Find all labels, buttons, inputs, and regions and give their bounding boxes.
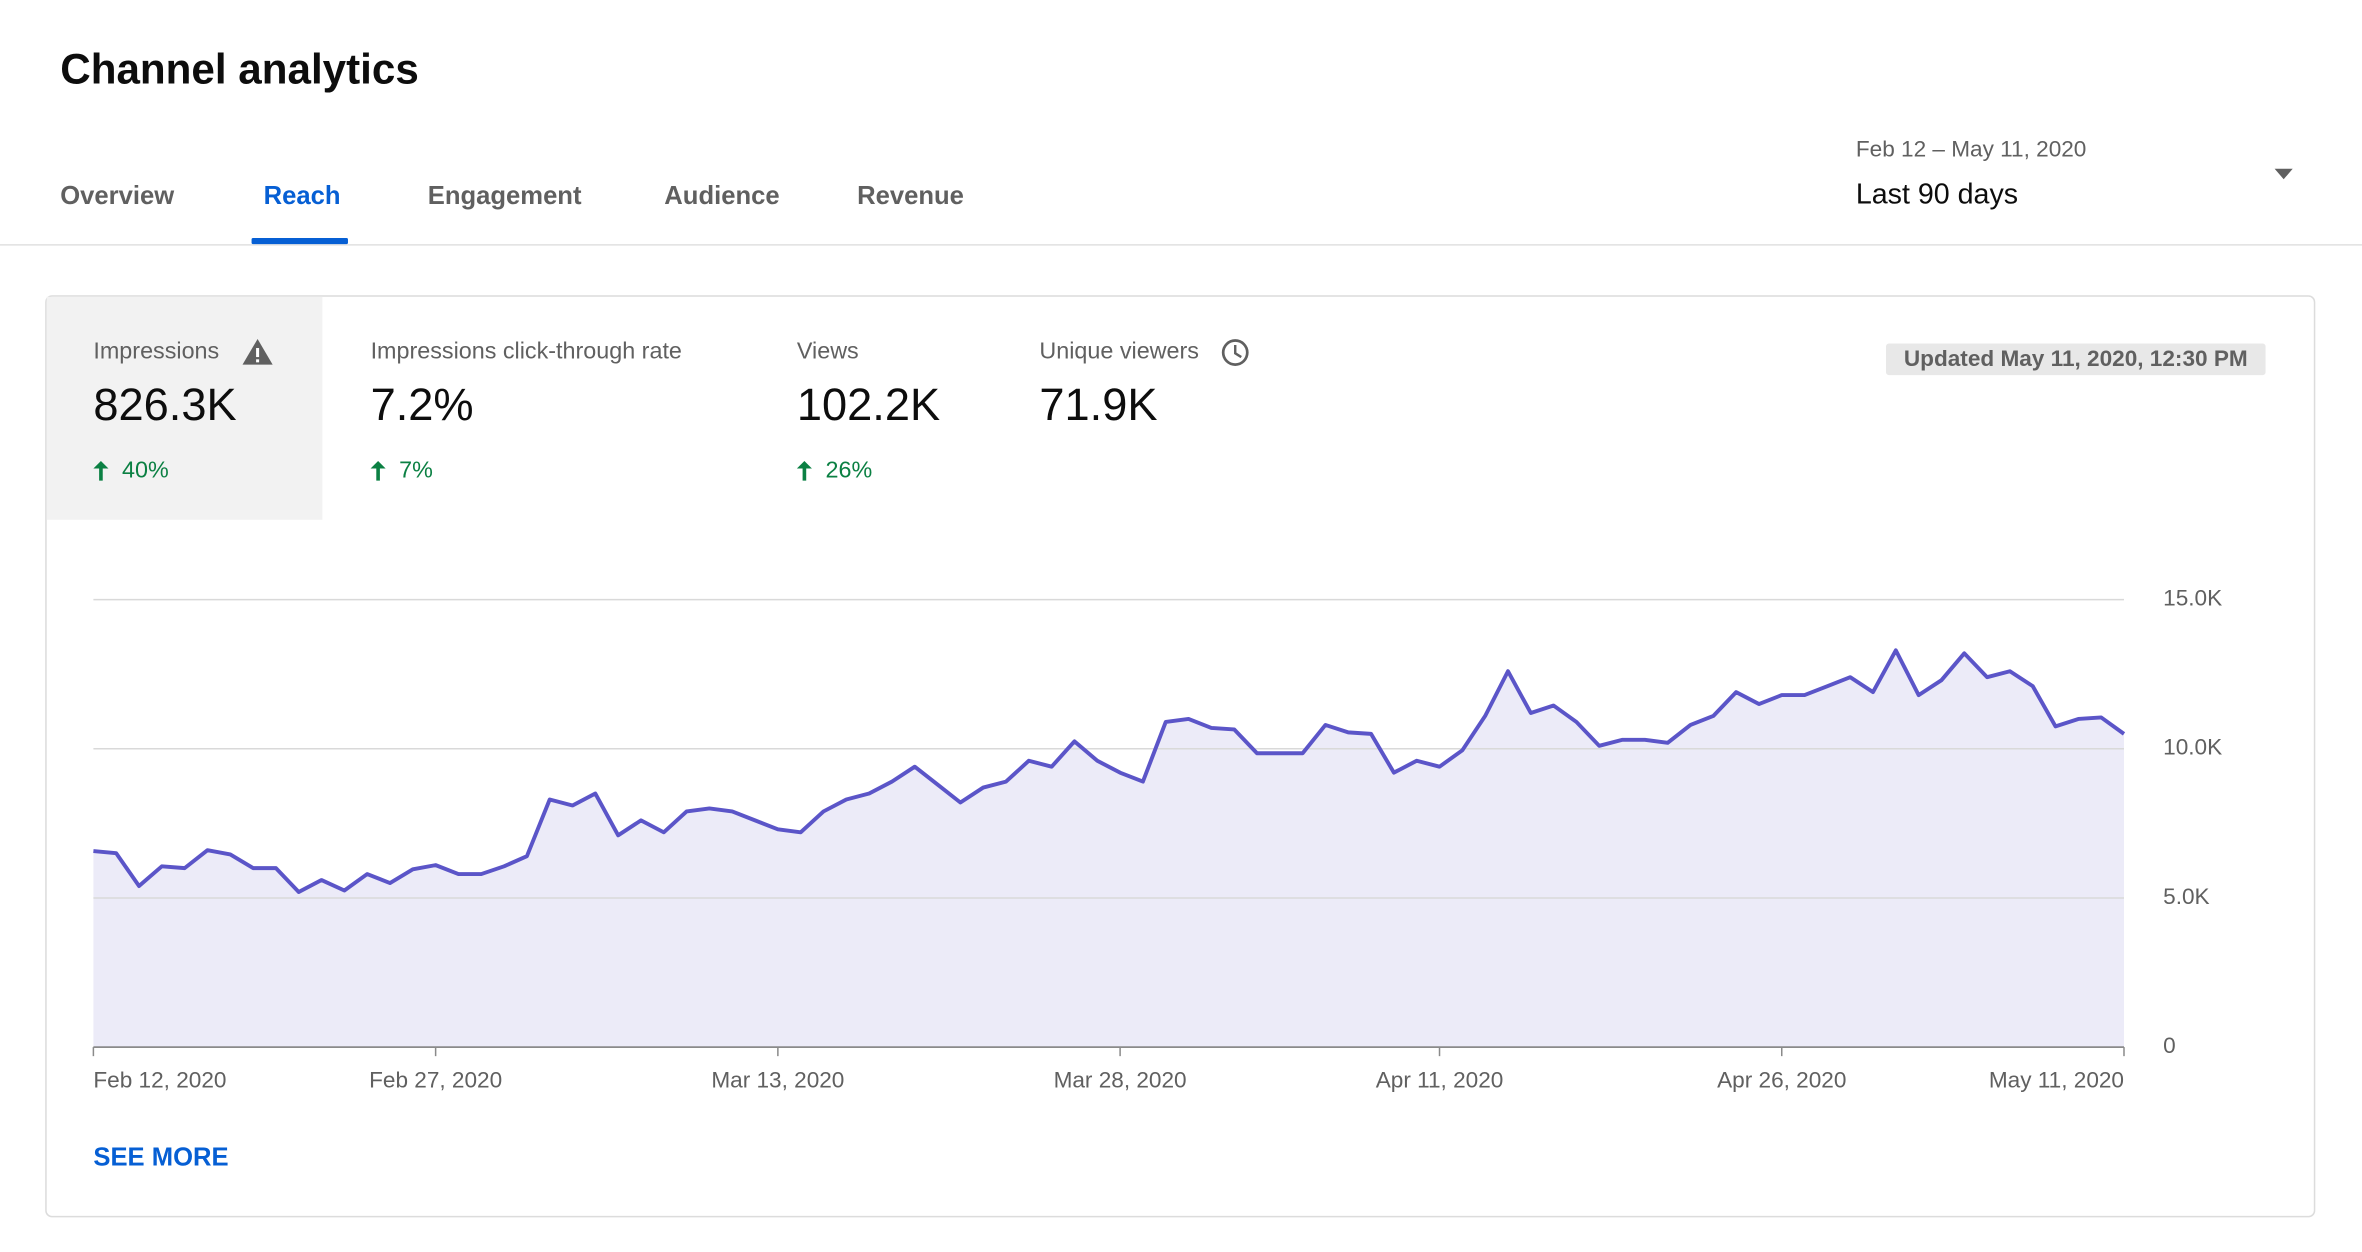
metric-change: 40% [122,457,169,483]
x-tick-label: May 11, 2020 [1989,1068,2124,1093]
y-tick-label: 0 [2163,1033,2176,1058]
updated-badge [1885,343,2266,376]
y-tick-label: 15.0K [2163,586,2222,611]
y-tick-label: 10.0K [2163,735,2222,760]
tab[interactable]: Overview [60,182,174,210]
clock-icon [1221,339,1249,366]
x-tick-label: Apr 11, 2020 [1376,1068,1504,1093]
date-range-label[interactable]: Last 90 days [1856,178,2018,210]
metric-label: Impressions click-through rate [371,338,682,364]
date-range-dates: Feb 12 – May 11, 2020 [1856,137,2087,162]
selected-metric-bg [46,296,323,520]
up-arrow [796,461,812,481]
up-arrow [370,461,386,481]
dropdown-arrow[interactable] [2274,168,2293,180]
metric-change: 7% [399,457,433,483]
tab[interactable]: Engagement [428,182,582,210]
see-more-link[interactable]: SEE MORE [93,1143,228,1171]
tab[interactable]: Reach [264,182,341,210]
y-tick-label: 5.0K [2163,884,2209,909]
metric-value: 102.2K [797,379,940,430]
x-tick-label: Mar 13, 2020 [711,1068,844,1093]
up-arrow [93,461,109,481]
updated-text: Updated May 11, 2020, 12:30 PM [1904,346,2248,371]
page-title: Channel analytics [60,45,419,92]
line [93,648,2126,894]
warning-icon-dot [256,359,260,363]
metric-value: 71.9K [1039,379,1157,430]
metric-label: Impressions [93,338,219,364]
metric-label: Views [797,338,859,364]
x-tick-label: Feb 12, 2020 [93,1068,226,1093]
metric-label: Unique viewers [1039,338,1199,364]
metric-change: 26% [825,457,872,483]
metric-value: 7.2% [371,379,474,430]
x-tick-label: Apr 26, 2020 [1717,1068,1846,1093]
clock-hands [1234,345,1242,359]
icons [242,338,1249,366]
metric-value: 826.3K [93,379,236,430]
x-tick-label: Feb 27, 2020 [369,1068,502,1093]
tab-indicator [251,238,348,245]
x-tick-label: Mar 28, 2020 [1054,1068,1187,1093]
tab[interactable]: Revenue [857,182,964,210]
tab[interactable]: Audience [664,182,779,210]
warning-icon-mark [256,348,260,358]
